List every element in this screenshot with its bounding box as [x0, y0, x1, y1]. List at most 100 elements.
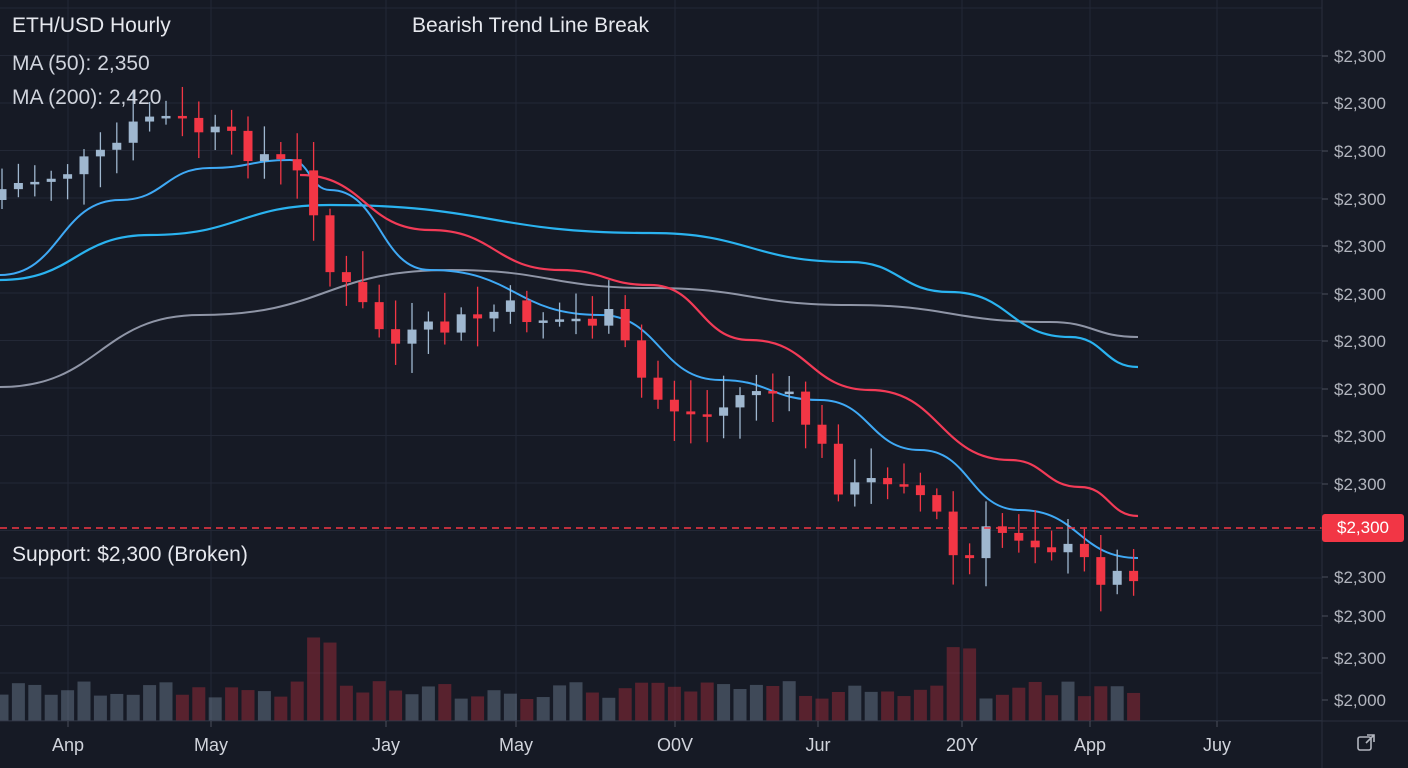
price-tick-label: $2,300 [1334, 607, 1386, 626]
candle-body [440, 321, 450, 333]
volume-bar [1028, 681, 1042, 721]
volume-bar [733, 689, 747, 721]
volume-bar [635, 682, 649, 721]
candle-body [997, 526, 1007, 533]
volume-bar [717, 684, 731, 721]
screenshot-icon [1357, 734, 1375, 751]
volume-bar [700, 682, 714, 721]
candle-body [391, 329, 401, 344]
price-tick-label: $2,300 [1334, 237, 1386, 256]
volume-bar [93, 695, 107, 721]
volume-bar [110, 693, 124, 721]
price-tick-label: $2,300 [1334, 649, 1386, 668]
candle-body [571, 318, 581, 322]
volume-bar [290, 681, 304, 721]
candle-body [276, 154, 286, 160]
candle-body [932, 495, 942, 512]
candle-body [489, 311, 499, 319]
candle-body [702, 414, 712, 417]
volume-bar [28, 684, 42, 721]
volume-bar [1012, 687, 1026, 721]
ma-slow-gray [0, 268, 1139, 388]
volume-bar [881, 691, 895, 721]
volume-bar [225, 687, 239, 721]
candle-body [194, 117, 204, 133]
candle-body [1079, 543, 1089, 558]
candle-body [637, 340, 647, 378]
candle-body [505, 300, 515, 312]
volume-bar [848, 685, 862, 721]
volume-bar [536, 697, 550, 721]
time-axis: Anp May Jay May O0V Jur 20Y App Juy [52, 721, 1231, 755]
volume-bar [1045, 695, 1059, 721]
candle-body [161, 115, 171, 119]
volume-bar [61, 690, 75, 721]
volume-bar [897, 696, 911, 721]
candle-body [735, 395, 745, 408]
price-tick-label: $2,300 [1334, 332, 1386, 351]
volume-bar [126, 694, 140, 721]
candle-body [473, 314, 483, 319]
candle-body [243, 130, 253, 162]
volume-bar [520, 698, 534, 721]
candle-body [1014, 532, 1024, 541]
candle-body [587, 318, 597, 326]
volume-bar [1061, 681, 1075, 721]
candle-body [899, 484, 909, 487]
candle-body [948, 511, 958, 556]
volume-bar [618, 688, 632, 721]
screenshot-button[interactable] [1356, 733, 1378, 755]
candle-body [456, 314, 466, 333]
symbol-title: ETH/USD Hourly [12, 14, 171, 37]
price-tick-label: $2,300 [1334, 190, 1386, 209]
price-tick-label: $2,300 [1334, 380, 1386, 399]
volume-bar [339, 685, 353, 721]
candle-body [13, 183, 23, 190]
candle-body [784, 391, 794, 395]
volume-bar [651, 682, 665, 721]
candle-body [669, 399, 679, 412]
volume-bar [274, 696, 288, 721]
volume-bar [175, 694, 189, 721]
volume-bar [667, 686, 681, 721]
candle-body [407, 329, 417, 344]
volume-bar [684, 691, 698, 721]
candle-body [374, 302, 384, 330]
candle-body [309, 170, 319, 216]
candle-body [850, 482, 860, 495]
time-tick-label: App [1074, 735, 1106, 755]
time-tick-label: 20Y [946, 735, 978, 755]
price-tick-label: $2,300 [1334, 285, 1386, 304]
volume-bar [356, 692, 370, 721]
candle-body [128, 121, 138, 143]
time-tick-label: Anp [52, 735, 84, 755]
candle-body [358, 282, 368, 303]
ma-long-blue [0, 203, 1139, 369]
chart-title: Bearish Trend Line Break [412, 14, 649, 37]
volume-bars [0, 637, 1141, 721]
candle-body [292, 159, 302, 171]
time-tick-label: May [194, 735, 228, 755]
volume-bar [963, 648, 977, 721]
volume-bar [553, 685, 567, 721]
time-tick-label: O0V [657, 735, 693, 755]
candle-body [833, 443, 843, 495]
candle-body [1047, 547, 1057, 553]
candle-body [259, 154, 269, 162]
price-tick-label: $2,300 [1334, 47, 1386, 66]
volume-bar [799, 695, 813, 721]
candle-body [965, 555, 975, 559]
volume-bar [749, 684, 763, 721]
volume-bar [421, 686, 435, 721]
price-tick-label: $2,300 [1334, 94, 1386, 113]
volume-bar [1127, 692, 1141, 721]
candle-body [145, 116, 155, 122]
ma200-label: MA (200): 2,420 [12, 86, 162, 109]
volume-bar [864, 691, 878, 721]
candle-body [866, 478, 876, 483]
candle-body [801, 391, 811, 425]
volume-bar [143, 685, 157, 721]
volume-bar [979, 698, 993, 721]
